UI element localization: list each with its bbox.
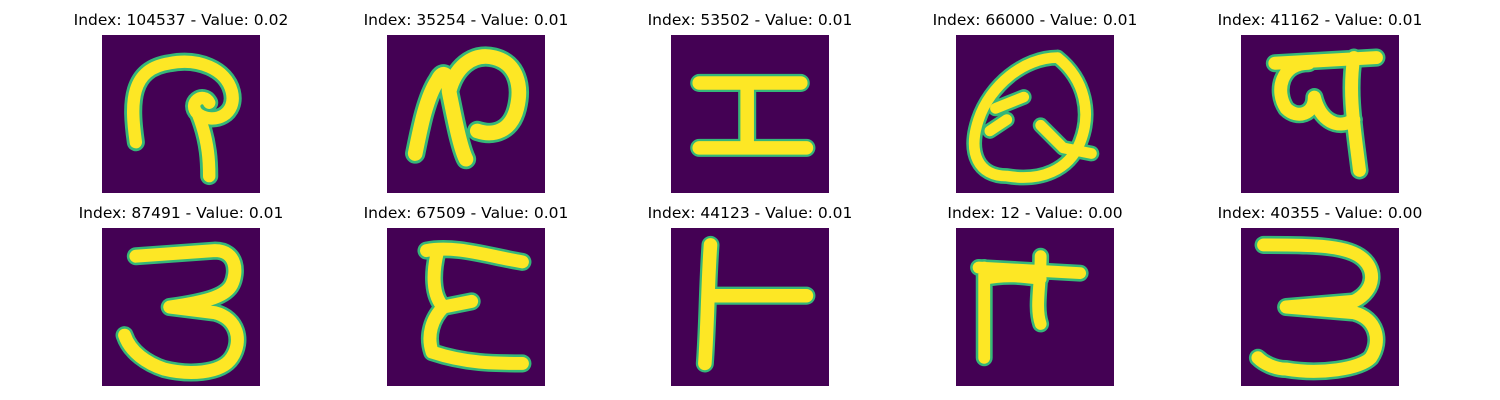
panel-title: Index: 41162 - Value: 0.01	[1217, 11, 1423, 29]
panel-title: Index: 35254 - Value: 0.01	[363, 11, 569, 29]
glyph-image	[671, 228, 829, 386]
glyph-image	[671, 35, 829, 193]
glyph-image	[956, 35, 1114, 193]
glyph-image	[1241, 35, 1399, 193]
sample-panel: Index: 40355 - Value: 0.00	[1218, 204, 1422, 386]
glyph-image	[387, 35, 545, 193]
glyph-image	[102, 228, 260, 386]
sample-panel: Index: 104537 - Value: 0.02	[74, 11, 288, 193]
sample-panel: Index: 44123 - Value: 0.01	[648, 204, 852, 386]
glyph-image	[102, 35, 260, 193]
panel-title: Index: 66000 - Value: 0.01	[932, 11, 1138, 29]
sample-panel: Index: 87491 - Value: 0.01	[79, 204, 283, 386]
sample-panel: Index: 35254 - Value: 0.01	[364, 11, 568, 193]
sample-panel: Index: 41162 - Value: 0.01	[1218, 11, 1422, 193]
sample-panel: Index: 67509 - Value: 0.01	[364, 204, 568, 386]
panel-title: Index: 67509 - Value: 0.01	[363, 204, 569, 222]
glyph-image	[956, 228, 1114, 386]
glyph-image	[1241, 228, 1399, 386]
panel-title: Index: 40355 - Value: 0.00	[1217, 204, 1423, 222]
glyph-image	[387, 228, 545, 386]
sample-panel: Index: 53502 - Value: 0.01	[648, 11, 852, 193]
panel-title: Index: 12 - Value: 0.00	[947, 204, 1123, 222]
panel-title: Index: 53502 - Value: 0.01	[647, 11, 853, 29]
sample-panel: Index: 12 - Value: 0.00	[947, 204, 1123, 386]
panel-title: Index: 87491 - Value: 0.01	[78, 204, 284, 222]
panel-title: Index: 104537 - Value: 0.02	[73, 11, 289, 29]
panel-title: Index: 44123 - Value: 0.01	[647, 204, 853, 222]
sample-panel: Index: 66000 - Value: 0.01	[933, 11, 1137, 193]
